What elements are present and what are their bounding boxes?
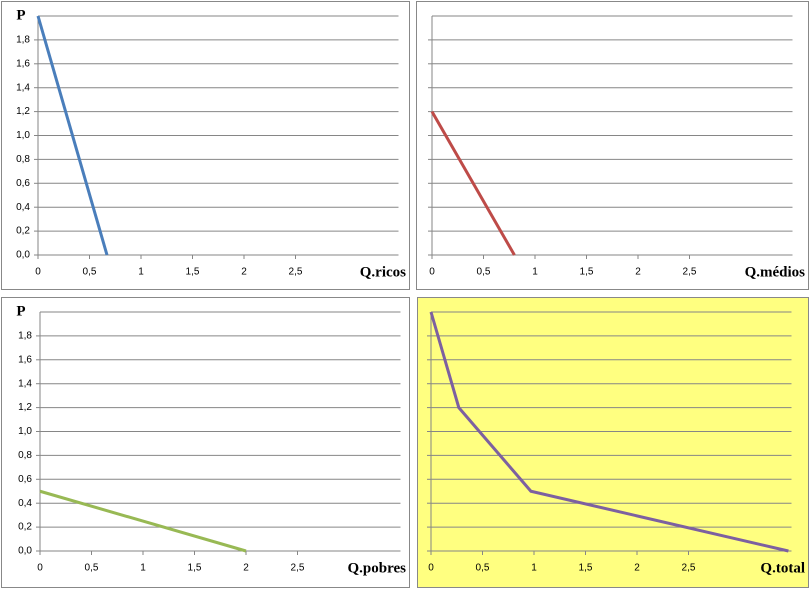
x-tick-label: 1 bbox=[532, 267, 538, 278]
y-tick-label: 0,4 bbox=[18, 498, 32, 509]
panel bbox=[416, 1, 809, 290]
y-tick-label: 1,4 bbox=[16, 82, 30, 93]
y-tick-label: 1,8 bbox=[16, 35, 30, 46]
y-tick-label: 1,4 bbox=[18, 378, 32, 389]
x-axis-label: Q.total bbox=[760, 560, 805, 576]
x-tick-label: 1 bbox=[140, 563, 146, 574]
y-tick-label: 1,0 bbox=[16, 130, 30, 141]
y-tick-label: 0,0 bbox=[18, 546, 32, 557]
y-tick-label: 1,8 bbox=[18, 331, 32, 342]
y-tick-label: 1,6 bbox=[18, 354, 32, 365]
x-tick-label: 1,5 bbox=[580, 267, 594, 278]
x-tick-label: 2,5 bbox=[289, 267, 303, 278]
series-line bbox=[430, 110, 516, 256]
x-tick-label: 0 bbox=[35, 267, 41, 278]
x-tick-label: 2,5 bbox=[683, 267, 697, 278]
x-tick-label: 0,5 bbox=[83, 267, 97, 278]
x-tick-label: 2,5 bbox=[682, 563, 696, 574]
x-tick-label: 1 bbox=[138, 267, 144, 278]
y-axis-label: P bbox=[16, 7, 25, 23]
x-tick-label: 2 bbox=[634, 563, 640, 574]
x-tick-label: 2 bbox=[243, 563, 249, 574]
x-tick-label: 0,5 bbox=[85, 563, 99, 574]
y-tick-label: 1,6 bbox=[16, 58, 30, 69]
x-axis-label: Q.ricos bbox=[360, 264, 406, 280]
y-tick-label: 1,0 bbox=[18, 426, 32, 437]
x-tick-label: 0 bbox=[428, 563, 434, 574]
y-tick-label: 0,8 bbox=[16, 154, 30, 165]
x-tick-label: 2 bbox=[241, 267, 247, 278]
series-line bbox=[36, 15, 109, 256]
x-axis-label: Q.pobres bbox=[348, 560, 407, 576]
y-tick-label: 0,4 bbox=[16, 202, 30, 213]
x-tick-label: 0 bbox=[37, 563, 43, 574]
series-line bbox=[429, 311, 789, 553]
x-axis-label: Q.médios bbox=[745, 264, 806, 280]
y-tick-label: 0,2 bbox=[16, 226, 30, 237]
series-line bbox=[39, 489, 247, 553]
y-tick-label: 0,6 bbox=[16, 178, 30, 189]
x-tick-label: 1,5 bbox=[188, 563, 202, 574]
y-tick-label: 1,2 bbox=[18, 402, 32, 413]
panel bbox=[1, 297, 410, 588]
x-tick-label: 2,5 bbox=[291, 563, 305, 574]
x-tick-label: 1,5 bbox=[579, 563, 593, 574]
panel bbox=[1, 1, 410, 290]
y-tick-label: 0,2 bbox=[18, 522, 32, 533]
x-tick-label: 0,5 bbox=[476, 563, 490, 574]
x-tick-label: 1 bbox=[531, 563, 537, 574]
y-tick-label: 0,6 bbox=[18, 474, 32, 485]
y-axis-label: P bbox=[16, 303, 25, 319]
panel bbox=[417, 297, 809, 588]
x-tick-label: 0,5 bbox=[477, 267, 491, 278]
y-tick-label: 0,8 bbox=[18, 450, 32, 461]
y-tick-label: 0,0 bbox=[16, 250, 30, 261]
x-tick-label: 2 bbox=[635, 267, 641, 278]
y-tick-label: 1,2 bbox=[16, 106, 30, 117]
x-tick-label: 1,5 bbox=[186, 267, 200, 278]
x-tick-label: 0 bbox=[429, 267, 435, 278]
